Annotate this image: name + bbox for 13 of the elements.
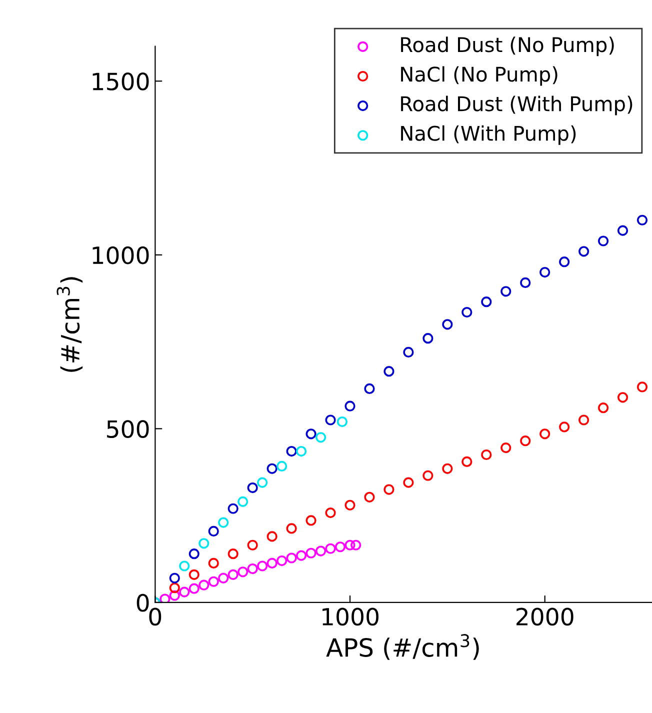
legend-label: NaCl (With Pump) bbox=[401, 125, 576, 145]
x-tick-label: 1000 bbox=[322, 608, 378, 626]
x-axis-title: APS (#/cm$^{3}$) bbox=[326, 634, 479, 660]
y-tick-label: 500 bbox=[107, 420, 149, 438]
legend-label: Road Dust (No Pump) bbox=[401, 36, 614, 56]
x-tick-label: 2000 bbox=[516, 608, 574, 626]
legend-label: NaCl (No Pump) bbox=[401, 66, 558, 86]
y-tick-label: 0 bbox=[136, 594, 149, 612]
x-tick-label: 0 bbox=[149, 608, 162, 626]
legend-label: Road Dust (With Pump) bbox=[401, 96, 632, 116]
y-tick-label: 1500 bbox=[92, 72, 149, 90]
y-axis-title: (#/cm$^{3}$) bbox=[56, 277, 83, 372]
y-tick-label: 1000 bbox=[92, 246, 149, 264]
